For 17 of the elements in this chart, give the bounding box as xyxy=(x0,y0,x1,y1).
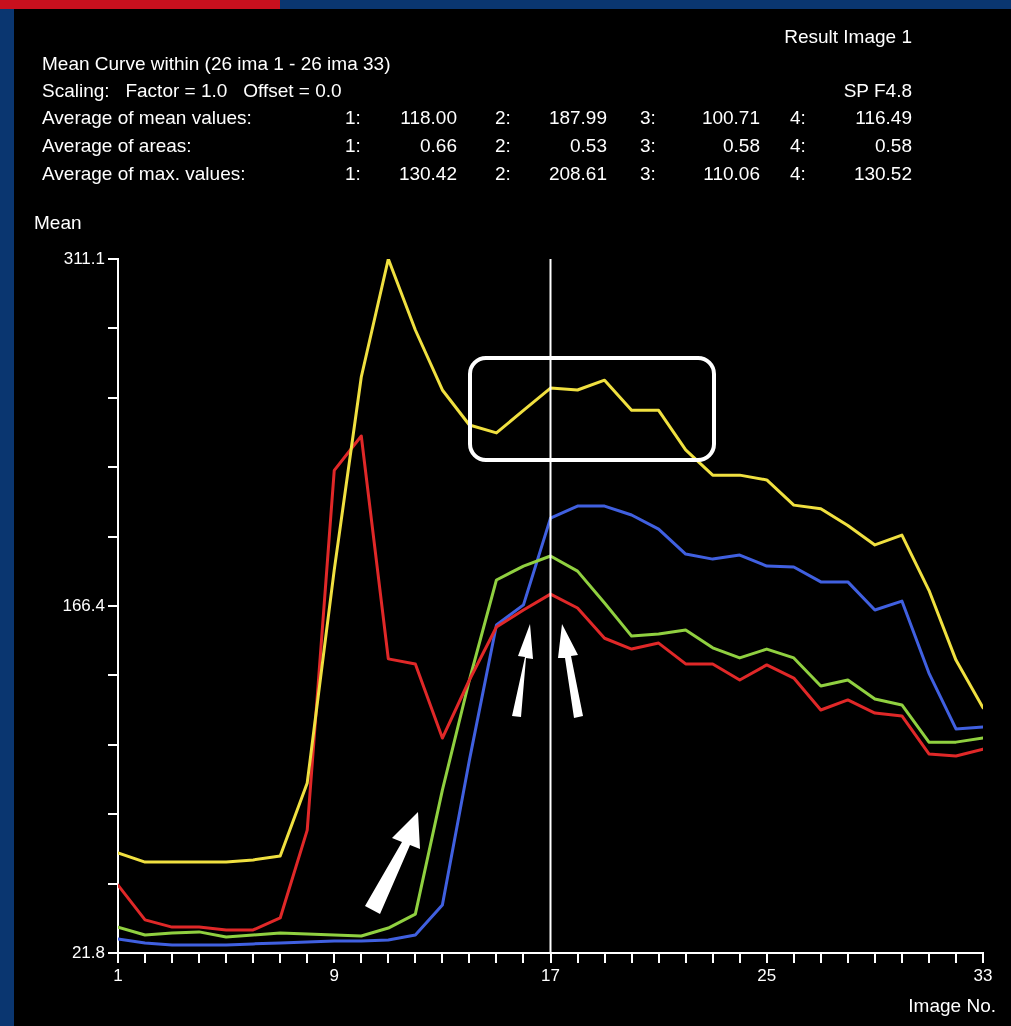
text: SP F4.8 xyxy=(843,80,912,102)
text: Average of mean values: 1: 118.00 2: 187.99 3: 100.71 4: 116.49 xyxy=(42,107,912,128)
x-axis-title: Image No. xyxy=(908,995,996,1017)
y-tick-label: 21.8 xyxy=(71,942,105,962)
x-tick-label: 33 xyxy=(973,965,993,985)
chart-title: Result Image 1 xyxy=(784,26,912,48)
x-tick-label: 17 xyxy=(541,965,560,985)
text: Average of max. values: 1: 130.42 2: 208.61 3: 110.06 4: 130.52 xyxy=(42,163,912,184)
x-tick-label: 9 xyxy=(329,965,339,985)
y-tick-label: 311.1 xyxy=(63,248,105,268)
text: Scaling: Factor = 1.0 Offset = 0.0 xyxy=(42,80,342,102)
text: Average of areas: 1: 0.66 2: 0.53 3: 0.58 4: 0.58 xyxy=(42,135,912,156)
y-axis-title: Mean xyxy=(34,212,82,234)
chart-subtitle: Mean Curve within (26 ima 1 - 26 ima 33) xyxy=(42,53,391,75)
x-tick-label: 25 xyxy=(757,965,777,985)
y-tick-label: 166.4 xyxy=(62,595,105,615)
x-tick-label: 1 xyxy=(113,965,123,985)
